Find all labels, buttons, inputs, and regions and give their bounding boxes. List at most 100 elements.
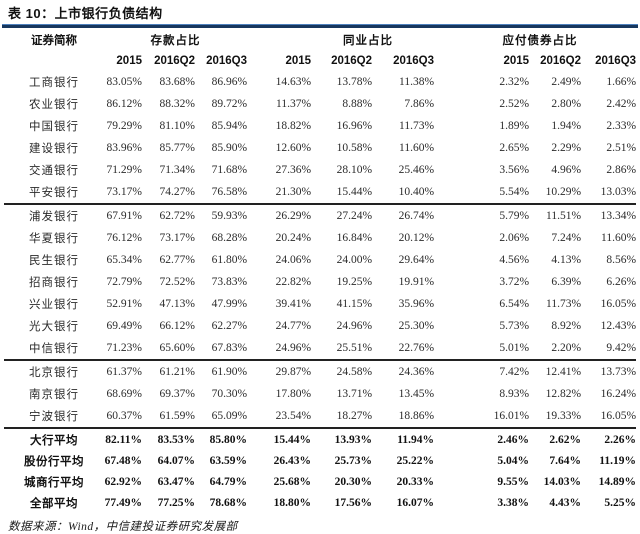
table-cell: 24.00% (336, 254, 373, 266)
year-header: 2016Q2 (331, 54, 373, 67)
table-cell: 61.90% (195, 359, 248, 383)
title-divider (2, 24, 638, 28)
table-cell: 12.82% (545, 388, 582, 400)
table-cell: 83.05% (106, 76, 142, 88)
table-cell: 29.87% (247, 359, 312, 383)
table-cell: 24.58% (311, 359, 373, 383)
table-row: 股份行平均 67.48% 64.07% 63.59% 26.43% 25.73% 25.22… (4, 450, 636, 471)
table-cell: 6.26% (606, 276, 637, 288)
table-cell: 24.96% (275, 342, 312, 354)
table-cell: 25.30% (398, 320, 435, 332)
bank-name: 工商银行 (29, 77, 79, 89)
table-body: 工商银行 83.05% 83.68% 86.96% 14.63% 13.78% 11.38%… (4, 71, 637, 513)
bank-name: 平安银行 (29, 187, 79, 199)
table-cell: 24.06% (275, 254, 312, 266)
empty-header-cell (4, 50, 104, 71)
table-cell: 73.17% (106, 186, 142, 198)
table-cell: 14.63% (275, 76, 312, 88)
table-cell: 11.60% (399, 142, 435, 154)
table-cell: 20.30% (334, 475, 373, 488)
table-cell: 71.23% (106, 342, 142, 354)
table-cell: 3.38% (497, 496, 530, 509)
bank-name: 宁波银行 (29, 411, 79, 423)
table-cell: 20.33% (396, 475, 435, 488)
table-cell: 16.05% (600, 298, 637, 310)
table-cell: 24.96% (336, 320, 373, 332)
table-cell: 26.74% (372, 203, 435, 227)
bank-name: 浦发银行 (4, 203, 104, 227)
table-cell: 13.78% (336, 76, 373, 88)
bank-name: 中信银行 (29, 343, 79, 355)
column-header-ticker: 证券简称 (31, 34, 77, 47)
table-row: 浦发银行 67.91% 62.72% 59.93% 26.29% 27.24% 26.74%… (4, 203, 637, 227)
table-cell: 13.03% (600, 186, 637, 198)
table-cell: 2.80% (551, 98, 582, 110)
table-row: 宁波银行 60.37% 61.59% 65.09% 23.54% 18.27% 18.86%… (4, 405, 636, 428)
table-cell: 41.15% (336, 298, 373, 310)
table-cell: 78.68% (209, 496, 248, 509)
table-cell: 13.73% (581, 359, 637, 383)
table-cell: 67.83% (211, 342, 248, 354)
table-cell: 5.73% (499, 320, 530, 332)
table-row: 城商行平均 62.92% 63.47% 64.79% 25.68% 20.30% 20.33… (4, 471, 636, 492)
table-cell: 72.52% (159, 276, 195, 288)
bank-name: 光大银行 (29, 321, 79, 333)
table-cell: 16.05% (600, 410, 637, 422)
table-cell: 19.25% (336, 276, 373, 288)
table-cell: 5.01% (499, 342, 530, 354)
table-cell: 88.32% (159, 98, 195, 110)
table-cell: 18.27% (336, 410, 373, 422)
table-cell: 16.96% (336, 120, 373, 132)
page-title: 表 10：上市银行负债结构 (8, 6, 163, 21)
table-cell: 2.51% (606, 142, 637, 154)
table-cell: 67.91% (104, 203, 142, 227)
table-cell: 4.43% (549, 496, 582, 509)
table-cell: 77.25% (157, 496, 195, 509)
table-cell: 65.09% (211, 410, 248, 422)
table-cell: 81.10% (159, 120, 195, 132)
table-cell: 2.26% (581, 427, 637, 450)
table-cell: 63.59% (209, 454, 248, 467)
table-row: 工商银行 83.05% 83.68% 86.96% 14.63% 13.78% 11.38%… (4, 71, 636, 93)
table-cell: 82.11% (104, 427, 142, 450)
table-cell: 24.77% (275, 320, 312, 332)
table-cell: 8.56% (606, 254, 637, 266)
table-cell: 68.69% (106, 388, 142, 400)
table-cell: 59.93% (195, 203, 248, 227)
table-cell: 19.33% (545, 410, 582, 422)
table-cell: 15.44% (336, 186, 373, 198)
year-header: 2016Q2 (540, 54, 582, 67)
bank-name: 北京银行 (4, 359, 104, 383)
table-cell: 14.03% (543, 475, 582, 488)
table-cell: 13.34% (581, 203, 637, 227)
table-cell: 13.71% (336, 388, 373, 400)
table-cell: 27.24% (311, 203, 373, 227)
table-cell: 12.60% (275, 142, 312, 154)
table-cell: 62.92% (104, 475, 142, 488)
table-header: 证券简称 存款占比 同业占比 应付债券占比 2015 2016Q2 2016Q3… (4, 29, 636, 71)
table-cell: 73.83% (211, 276, 248, 288)
bank-name: 建设银行 (29, 143, 79, 155)
table-cell: 79.29% (106, 120, 142, 132)
table-cell: 7.24% (551, 232, 582, 244)
table-cell: 26.43% (273, 454, 312, 467)
table-cell: 11.60% (601, 232, 637, 244)
table-cell: 71.29% (106, 164, 142, 176)
table-cell: 16.84% (336, 232, 373, 244)
table-cell: 25.51% (336, 342, 373, 354)
table-row: 建设银行 83.96% 85.77% 85.90% 12.60% 10.58% 11.60%… (4, 137, 636, 159)
table-row: 兴业银行 52.91% 47.13% 47.99% 39.41% 41.15% 35.96%… (4, 293, 636, 315)
table-row: 南京银行 68.69% 69.37% 70.30% 17.80% 13.71% 13.45%… (4, 383, 636, 405)
table-cell: 2.86% (606, 164, 637, 176)
bank-name: 农业银行 (29, 99, 79, 111)
table-cell: 61.80% (211, 254, 248, 266)
table-cell: 10.40% (398, 186, 435, 198)
table-cell: 4.96% (551, 164, 582, 176)
year-header: 2016Q2 (154, 54, 195, 67)
table-cell: 71.34% (159, 164, 195, 176)
table-cell: 17.80% (275, 388, 312, 400)
table-cell: 67.48% (104, 454, 142, 467)
table-cell: 61.59% (159, 410, 195, 422)
table-cell: 61.21% (142, 359, 195, 383)
group-header-interbank: 同业占比 (343, 34, 394, 47)
